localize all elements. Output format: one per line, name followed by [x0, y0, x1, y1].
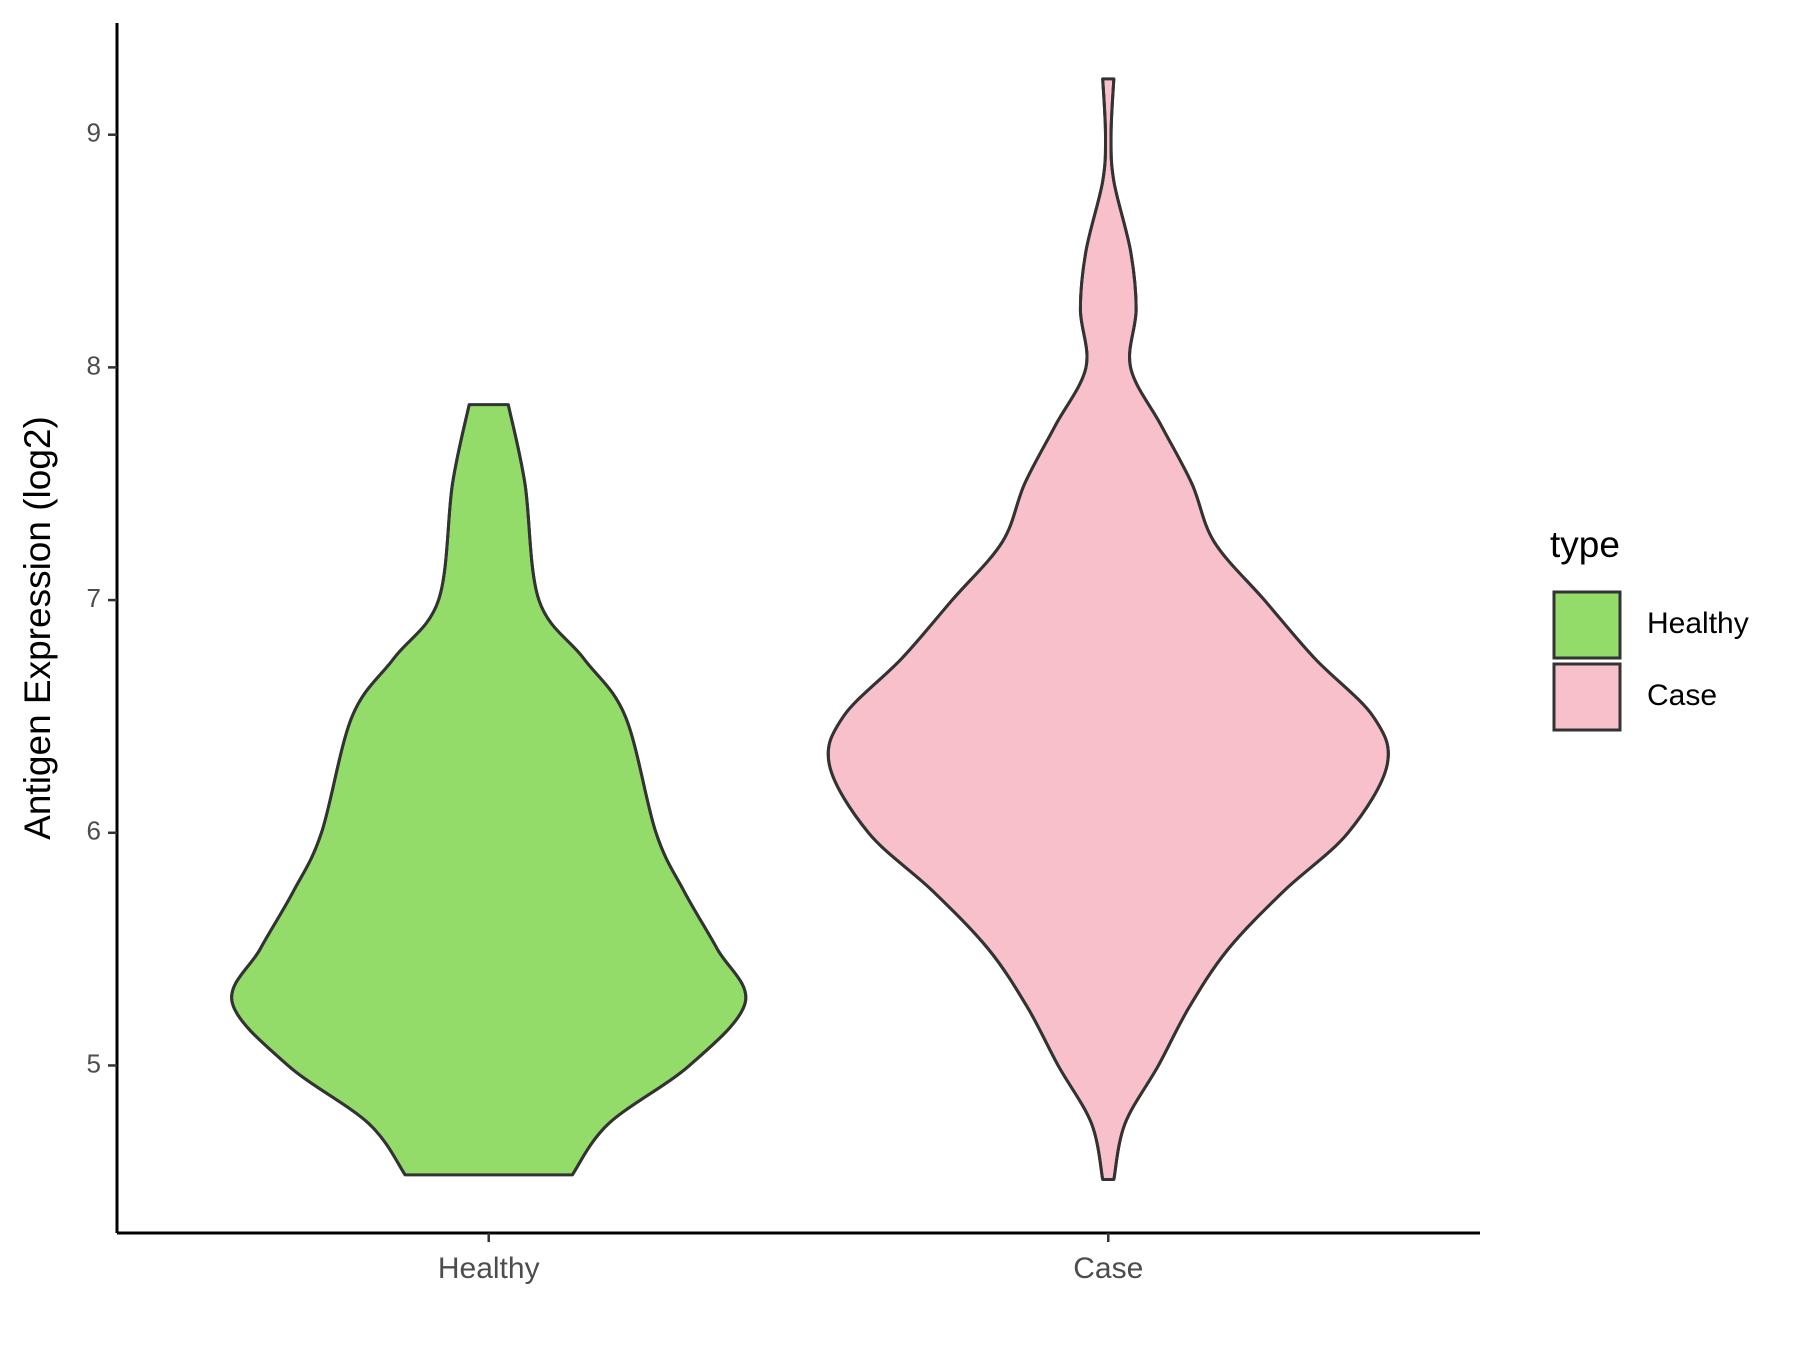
- legend-label: Case: [1647, 679, 1717, 712]
- legend-key: [1552, 662, 1622, 732]
- y-tick-label: 9: [87, 118, 101, 148]
- x-tick-label: Healthy: [438, 1252, 540, 1285]
- x-tick-label: Case: [1073, 1252, 1143, 1285]
- legend-title: type: [1550, 524, 1620, 565]
- violin-left-edge: [826, 78, 1108, 1180]
- y-tick-label: 8: [87, 350, 101, 380]
- y-axis-title: Antigen Expression (log2): [17, 416, 58, 840]
- violin-right-edge: [1109, 78, 1390, 1180]
- violin-body: [826, 77, 1390, 1181]
- violin-left-edge: [230, 404, 471, 1176]
- legend-label: Healthy: [1647, 607, 1749, 640]
- y-tick-label: 6: [87, 816, 101, 846]
- y-tick-label: 7: [87, 583, 101, 613]
- violin-right-edge: [506, 404, 748, 1176]
- y-tick-label: 5: [87, 1048, 101, 1078]
- legend-key: [1552, 590, 1622, 660]
- violin-body: [230, 403, 748, 1177]
